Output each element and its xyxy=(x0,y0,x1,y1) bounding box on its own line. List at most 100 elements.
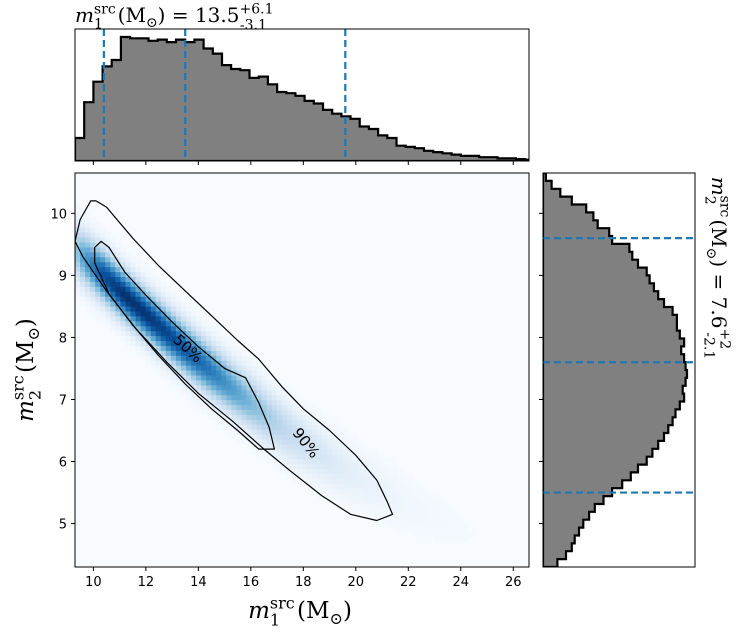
heatmap-cell xyxy=(160,365,167,371)
heatmap-cell xyxy=(397,483,404,489)
heatmap-cell xyxy=(281,394,288,401)
heatmap-cell xyxy=(402,498,409,504)
heatmap-cell xyxy=(85,237,91,243)
heatmap-cell xyxy=(443,532,449,539)
heatmap-cell xyxy=(231,414,238,420)
heatmap-cell xyxy=(387,488,394,494)
heatmap-cell xyxy=(327,453,333,460)
heatmap-cell xyxy=(110,276,116,282)
heatmap-cell xyxy=(377,473,384,479)
heatmap-cell xyxy=(95,256,101,263)
heatmap-cell xyxy=(443,522,449,529)
heatmap-cell xyxy=(196,365,202,371)
heatmap-cell xyxy=(327,493,333,499)
heatmap-cell xyxy=(155,345,162,351)
heatmap-cell xyxy=(372,493,379,499)
heatmap-cell xyxy=(302,438,308,445)
heatmap-cell xyxy=(291,429,298,435)
heatmap-cell xyxy=(402,488,409,494)
heatmap-cell xyxy=(251,370,258,376)
heatmap-cell xyxy=(438,517,444,524)
heatmap-cell xyxy=(281,419,288,425)
heatmap-cell xyxy=(448,527,454,534)
heatmap-cell xyxy=(120,271,127,278)
heatmap-cell xyxy=(302,443,308,450)
x-tick-label: 18 xyxy=(295,575,312,590)
x-tick-label: 14 xyxy=(190,575,207,590)
heatmap-cell xyxy=(347,453,354,460)
heatmap-cell xyxy=(246,370,253,376)
heatmap-cell xyxy=(407,522,414,529)
heatmap-cell xyxy=(95,227,101,233)
heatmap-cell xyxy=(90,286,96,292)
heatmap-cell xyxy=(80,237,86,243)
heatmap-cell xyxy=(312,473,318,479)
heatmap-cell xyxy=(120,251,127,258)
heatmap-cell xyxy=(175,350,182,356)
heatmap-cell xyxy=(271,419,278,425)
heatmap-cell xyxy=(251,379,258,386)
heatmap-cell xyxy=(256,443,263,450)
heatmap-cell xyxy=(423,522,429,529)
heatmap-cell xyxy=(337,458,343,465)
heatmap-cell xyxy=(191,384,197,391)
heatmap-cell xyxy=(226,399,232,406)
heatmap-cell xyxy=(256,419,263,425)
heatmap-cell xyxy=(221,419,227,425)
heatmap-cell xyxy=(216,404,222,410)
heatmap-cell xyxy=(226,409,232,415)
heatmap-cell xyxy=(80,296,86,302)
heatmap-cell xyxy=(337,438,343,445)
heatmap-cell xyxy=(135,315,142,322)
heatmap-cell xyxy=(276,384,283,391)
heatmap-cell xyxy=(226,345,232,351)
top-marginal-histogram xyxy=(75,35,529,161)
heatmap-cell xyxy=(307,458,313,465)
heatmap-cell xyxy=(367,458,374,465)
heatmap-cell xyxy=(95,271,101,278)
heatmap-cell xyxy=(145,315,152,322)
heatmap-cell xyxy=(90,217,96,223)
heatmap-cell xyxy=(115,276,121,282)
heatmap-cell xyxy=(337,448,343,455)
heatmap-cell xyxy=(105,261,111,268)
heatmap-cell xyxy=(90,246,96,253)
heatmap-cell xyxy=(170,310,177,317)
heatmap-cell xyxy=(347,448,354,455)
heatmap-cell xyxy=(412,532,419,539)
heatmap-cell xyxy=(291,414,298,420)
heatmap-cell xyxy=(95,315,101,322)
heatmap-cell xyxy=(231,374,238,381)
heatmap-cell xyxy=(377,512,384,519)
heatmap-cell xyxy=(211,404,217,410)
heatmap-cell xyxy=(145,296,152,302)
heatmap-cell xyxy=(246,384,253,391)
heatmap-cell xyxy=(418,507,424,514)
heatmap-cell xyxy=(266,394,273,401)
heatmap-cell xyxy=(236,345,243,351)
heatmap-cell xyxy=(443,502,449,509)
heatmap-cell xyxy=(362,498,369,504)
heatmap-cell xyxy=(276,463,283,470)
heatmap-cell xyxy=(428,517,434,524)
heatmap-cell xyxy=(337,493,343,499)
heatmap-cell xyxy=(286,394,293,401)
heatmap-cell xyxy=(221,335,227,342)
heatmap-cell xyxy=(180,374,187,381)
heatmap-cell xyxy=(286,468,293,475)
heatmap-cell xyxy=(342,463,348,470)
heatmap-cell xyxy=(165,310,172,317)
heatmap-cell xyxy=(347,483,354,489)
heatmap-cell xyxy=(206,340,212,346)
heatmap-cell xyxy=(180,320,187,327)
heatmap-cell xyxy=(281,443,288,450)
heatmap-cell xyxy=(438,502,444,509)
heatmap-cell xyxy=(191,394,197,401)
heatmap-cell xyxy=(302,414,308,420)
heatmap-cell xyxy=(342,502,348,509)
heatmap-cell xyxy=(256,429,263,435)
heatmap-cell xyxy=(85,296,91,302)
heatmap-cell xyxy=(382,473,389,479)
heatmap-cell xyxy=(85,246,91,253)
